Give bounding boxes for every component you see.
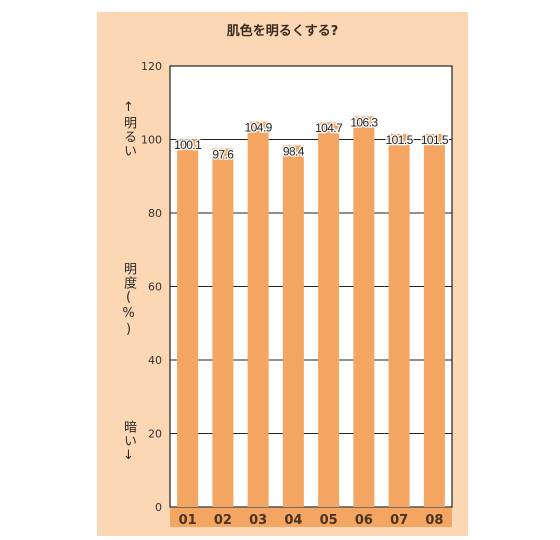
data-label: 97.6 (212, 147, 234, 161)
y-axis-label-darker: 暗い↓ (121, 420, 136, 464)
data-label: 104.7 (315, 121, 343, 135)
x-tick-label: 07 (390, 513, 408, 528)
x-tick-label: 01 (179, 513, 197, 528)
data-label: 101.5 (386, 133, 414, 147)
bar (247, 121, 269, 508)
bar (177, 139, 199, 507)
y-tick-label: 60 (148, 281, 162, 294)
bar (423, 133, 445, 508)
chart-title: 肌色を明るくする? (226, 24, 339, 39)
y-tick-label: 100 (141, 134, 162, 147)
x-tick-label: 08 (425, 513, 443, 528)
x-tick-label: 06 (355, 513, 373, 528)
x-tick-label: 03 (249, 513, 267, 528)
plot-frame (169, 65, 453, 508)
y-axis-label-brighter: ↑明るい (121, 100, 136, 158)
y-tick-label: 20 (148, 428, 162, 441)
x-tick-label: 04 (284, 513, 302, 528)
bar (353, 116, 375, 507)
y-tick-label: 120 (141, 60, 162, 73)
x-tick-label: 02 (214, 513, 232, 528)
data-label: 101.5 (421, 133, 449, 147)
data-label: 98.4 (283, 144, 305, 158)
y-tick-label: 0 (155, 501, 162, 514)
bar (388, 133, 410, 508)
y-tick-label: 40 (148, 354, 162, 367)
data-label: 104.9 (245, 120, 273, 134)
bar (212, 148, 234, 507)
data-label: 106.3 (350, 115, 378, 129)
bar (318, 122, 340, 507)
y-axis-label-brightness: 明度(%) (121, 262, 136, 338)
x-tick-label: 05 (320, 513, 338, 528)
x-axis-band (170, 508, 452, 527)
data-label: 100.1 (174, 138, 202, 152)
y-tick-label: 80 (148, 207, 162, 220)
bar (282, 145, 304, 507)
